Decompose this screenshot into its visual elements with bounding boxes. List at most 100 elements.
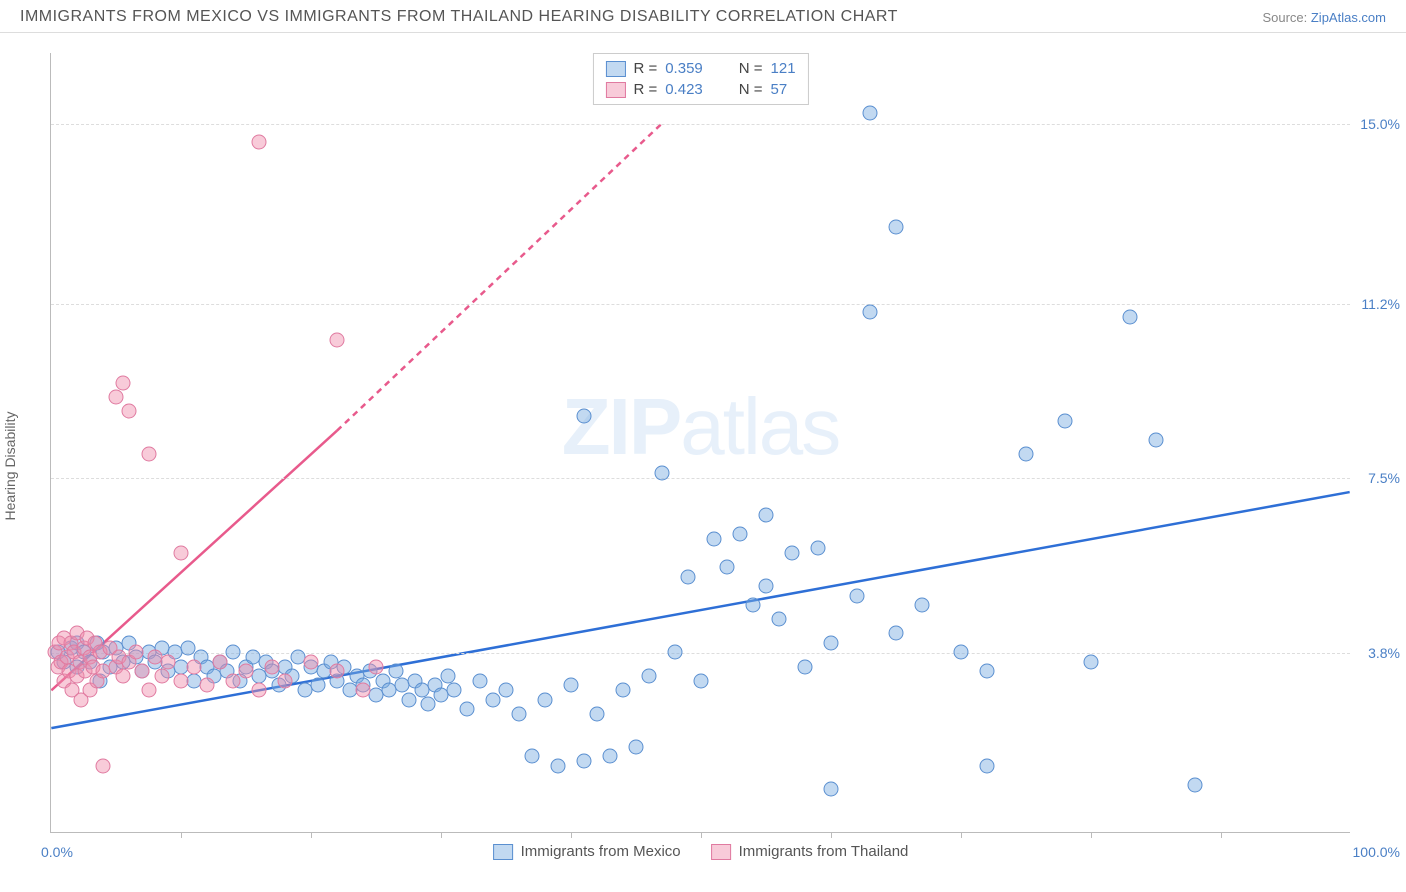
data-point	[330, 333, 345, 348]
r-label: R =	[633, 60, 657, 77]
data-point	[473, 673, 488, 688]
source-prefix: Source:	[1262, 10, 1310, 25]
data-point	[1188, 777, 1203, 792]
legend-swatch	[711, 844, 731, 860]
r-value: 0.359	[665, 60, 703, 77]
data-point	[785, 546, 800, 561]
data-point	[655, 465, 670, 480]
x-tick	[441, 832, 442, 838]
data-point	[590, 706, 605, 721]
data-point	[226, 645, 241, 660]
legend-label: Immigrants from Mexico	[521, 843, 681, 860]
n-value: 57	[771, 81, 788, 98]
data-point	[109, 390, 124, 405]
data-point	[447, 683, 462, 698]
y-tick-label: 11.2%	[1361, 296, 1400, 312]
x-tick	[1221, 832, 1222, 838]
data-point	[915, 598, 930, 613]
data-point	[694, 673, 709, 688]
data-point	[720, 560, 735, 575]
n-value: 121	[771, 60, 796, 77]
y-tick-label: 15.0%	[1360, 116, 1400, 132]
data-point	[564, 678, 579, 693]
data-point	[401, 692, 416, 707]
data-point	[213, 654, 228, 669]
n-label: N =	[739, 60, 763, 77]
data-point	[460, 702, 475, 717]
data-point	[616, 683, 631, 698]
x-tick	[961, 832, 962, 838]
data-point	[421, 697, 436, 712]
data-point	[187, 659, 202, 674]
gridline	[51, 304, 1350, 305]
data-point	[538, 692, 553, 707]
data-point	[200, 678, 215, 693]
data-point	[980, 664, 995, 679]
legend-swatch	[605, 82, 625, 98]
legend-row: R = 0.359 N = 121	[605, 58, 795, 79]
n-label: N =	[739, 81, 763, 98]
data-point	[824, 635, 839, 650]
y-axis-label: Hearing Disability	[2, 412, 18, 521]
data-point	[980, 758, 995, 773]
data-point	[824, 782, 839, 797]
data-point	[1123, 309, 1138, 324]
data-point	[265, 659, 280, 674]
data-point	[746, 598, 761, 613]
source: Source: ZipAtlas.com	[1262, 10, 1386, 25]
data-point	[174, 673, 189, 688]
data-point	[798, 659, 813, 674]
data-point	[863, 106, 878, 121]
data-point	[772, 612, 787, 627]
data-point	[310, 678, 325, 693]
data-point	[122, 404, 137, 419]
data-point	[1149, 432, 1164, 447]
data-point	[141, 446, 156, 461]
data-point	[642, 669, 657, 684]
legend-item: Immigrants from Thailand	[711, 843, 909, 860]
data-point	[759, 579, 774, 594]
data-point	[603, 749, 618, 764]
data-point	[889, 626, 904, 641]
data-point	[174, 546, 189, 561]
legend-swatch	[605, 61, 625, 77]
data-point	[954, 645, 969, 660]
legend-row: R = 0.423N = 57	[605, 79, 795, 100]
data-point	[1058, 413, 1073, 428]
data-point	[356, 683, 371, 698]
data-point	[304, 654, 319, 669]
x-tick	[571, 832, 572, 838]
r-value: 0.423	[665, 81, 703, 98]
title-bar: IMMIGRANTS FROM MEXICO VS IMMIGRANTS FRO…	[0, 0, 1406, 33]
data-point	[154, 669, 169, 684]
data-point	[499, 683, 514, 698]
y-tick-label: 7.5%	[1368, 470, 1400, 486]
data-point	[733, 527, 748, 542]
chart-title: IMMIGRANTS FROM MEXICO VS IMMIGRANTS FRO…	[20, 8, 898, 26]
data-point	[668, 645, 683, 660]
gridline	[51, 124, 1350, 125]
plot-area: ZIPatlas R = 0.359N = 121R = 0.423N = 57…	[50, 53, 1350, 833]
data-point	[707, 531, 722, 546]
data-point	[440, 669, 455, 684]
x-tick	[181, 832, 182, 838]
legend-label: Immigrants from Thailand	[739, 843, 909, 860]
x-axis-max-label: 100.0%	[1353, 844, 1400, 860]
data-point	[525, 749, 540, 764]
x-tick	[831, 832, 832, 838]
source-link[interactable]: ZipAtlas.com	[1311, 10, 1386, 25]
data-point	[486, 692, 501, 707]
y-tick-label: 3.8%	[1368, 645, 1400, 661]
data-point	[889, 219, 904, 234]
data-point	[330, 664, 345, 679]
data-point	[577, 409, 592, 424]
correlation-legend: R = 0.359 N = 121R = 0.423 N = 57	[592, 53, 808, 105]
legend-swatch	[493, 844, 513, 860]
data-point	[135, 664, 150, 679]
data-point	[512, 706, 527, 721]
data-point	[551, 758, 566, 773]
data-point	[278, 673, 293, 688]
data-point	[226, 673, 241, 688]
data-point	[759, 508, 774, 523]
data-point	[629, 739, 644, 754]
